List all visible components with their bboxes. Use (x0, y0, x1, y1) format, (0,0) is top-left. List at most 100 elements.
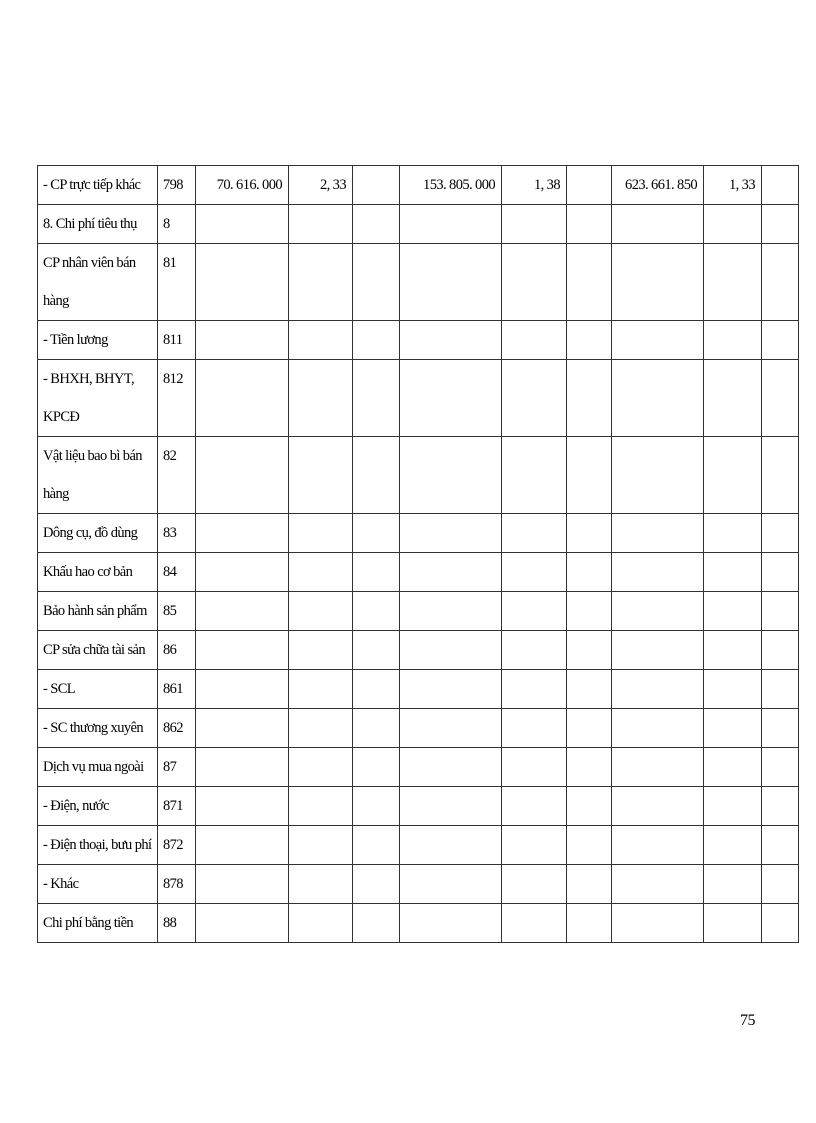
value-cell (611, 359, 704, 437)
value-cell (399, 320, 502, 360)
value-cell (703, 630, 762, 670)
row-code: 8 (157, 204, 196, 244)
row-label: - SC thương xuyên (37, 708, 158, 748)
value-cell (703, 513, 762, 553)
table-row: Bảo hành sản phẩm 85 (37, 591, 799, 631)
value-cell (352, 165, 400, 205)
value-cell (611, 436, 704, 514)
value-cell (399, 630, 502, 670)
value-cell (611, 243, 704, 321)
value-cell (352, 864, 400, 904)
value-cell (703, 320, 762, 360)
row-code: 872 (157, 825, 196, 865)
value-cell (566, 903, 612, 943)
value-cell (501, 320, 567, 360)
value-cell (703, 204, 762, 244)
table-row: - Điện, nước 871 (37, 786, 799, 826)
table-row: CP sửa chữa tài sản 86 (37, 630, 799, 670)
row-code: 81 (157, 243, 196, 321)
table-row: Khấu hao cơ bản 84 (37, 552, 799, 592)
value-cell (399, 513, 502, 553)
value-cell (288, 436, 353, 514)
value-cell (501, 436, 567, 514)
value-cell (761, 320, 799, 360)
row-code: 811 (157, 320, 196, 360)
value-cell (195, 630, 289, 670)
value-cell (611, 864, 704, 904)
row-code: 82 (157, 436, 196, 514)
value-cell (761, 630, 799, 670)
value-cell (566, 669, 612, 709)
row-label: 8. Chi phí tiêu thụ (37, 204, 158, 244)
value-cell (352, 591, 400, 631)
value-cell (566, 204, 612, 244)
value-cell (288, 825, 353, 865)
table-row: Chi phí bằng tiền 88 (37, 903, 799, 943)
row-label: - Điện thoại, bưu phí (37, 825, 158, 865)
value-cell (501, 864, 567, 904)
value-cell (195, 320, 289, 360)
value-cell (761, 552, 799, 592)
value-cell (761, 204, 799, 244)
value-cell: 623. 661. 850 (611, 165, 704, 205)
value-cell (761, 669, 799, 709)
value-cell (501, 708, 567, 748)
value-cell (566, 359, 612, 437)
value-cell: 1, 38 (501, 165, 567, 205)
value-cell (195, 243, 289, 321)
value-cell (352, 669, 400, 709)
value-cell (288, 708, 353, 748)
row-label: Bảo hành sản phẩm (37, 591, 158, 631)
value-cell (566, 747, 612, 787)
value-cell: 70. 616. 000 (195, 165, 289, 205)
value-cell (288, 359, 353, 437)
value-cell (703, 243, 762, 321)
value-cell (761, 359, 799, 437)
value-cell (501, 669, 567, 709)
value-cell (761, 747, 799, 787)
value-cell (761, 165, 799, 205)
value-cell (352, 552, 400, 592)
table-row: - Tiền lương 811 (37, 320, 799, 360)
table-row: CP nhân viên bán hàng 81 (37, 243, 799, 321)
row-label: Chi phí bằng tiền (37, 903, 158, 943)
value-cell: 2, 33 (288, 165, 353, 205)
value-cell (703, 591, 762, 631)
value-cell (761, 903, 799, 943)
value-cell (611, 825, 704, 865)
value-cell (288, 669, 353, 709)
value-cell (611, 513, 704, 553)
table-row: - Khác 878 (37, 864, 799, 904)
row-label: CP sửa chữa tài sản (37, 630, 158, 670)
value-cell (288, 552, 353, 592)
value-cell (703, 359, 762, 437)
value-cell (703, 708, 762, 748)
value-cell (566, 708, 612, 748)
value-cell (611, 669, 704, 709)
value-cell (352, 243, 400, 321)
value-cell (399, 204, 502, 244)
value-cell (761, 786, 799, 826)
value-cell (195, 513, 289, 553)
row-label: Vật liệu bao bì bán hàng (37, 436, 158, 514)
table-row: - BHXH, BHYT, KPCĐ 812 (37, 359, 799, 437)
value-cell (611, 786, 704, 826)
value-cell (352, 204, 400, 244)
value-cell (195, 436, 289, 514)
value-cell (195, 359, 289, 437)
value-cell (611, 747, 704, 787)
value-cell (566, 630, 612, 670)
row-code: 85 (157, 591, 196, 631)
value-cell (566, 165, 612, 205)
value-cell (195, 669, 289, 709)
table-row: Dịch vụ mua ngoài 87 (37, 747, 799, 787)
value-cell (703, 436, 762, 514)
value-cell (399, 708, 502, 748)
value-cell (501, 747, 567, 787)
row-code: 88 (157, 903, 196, 943)
value-cell (501, 786, 567, 826)
value-cell (566, 320, 612, 360)
value-cell: 153. 805. 000 (399, 165, 502, 205)
value-cell (566, 864, 612, 904)
value-cell (399, 591, 502, 631)
